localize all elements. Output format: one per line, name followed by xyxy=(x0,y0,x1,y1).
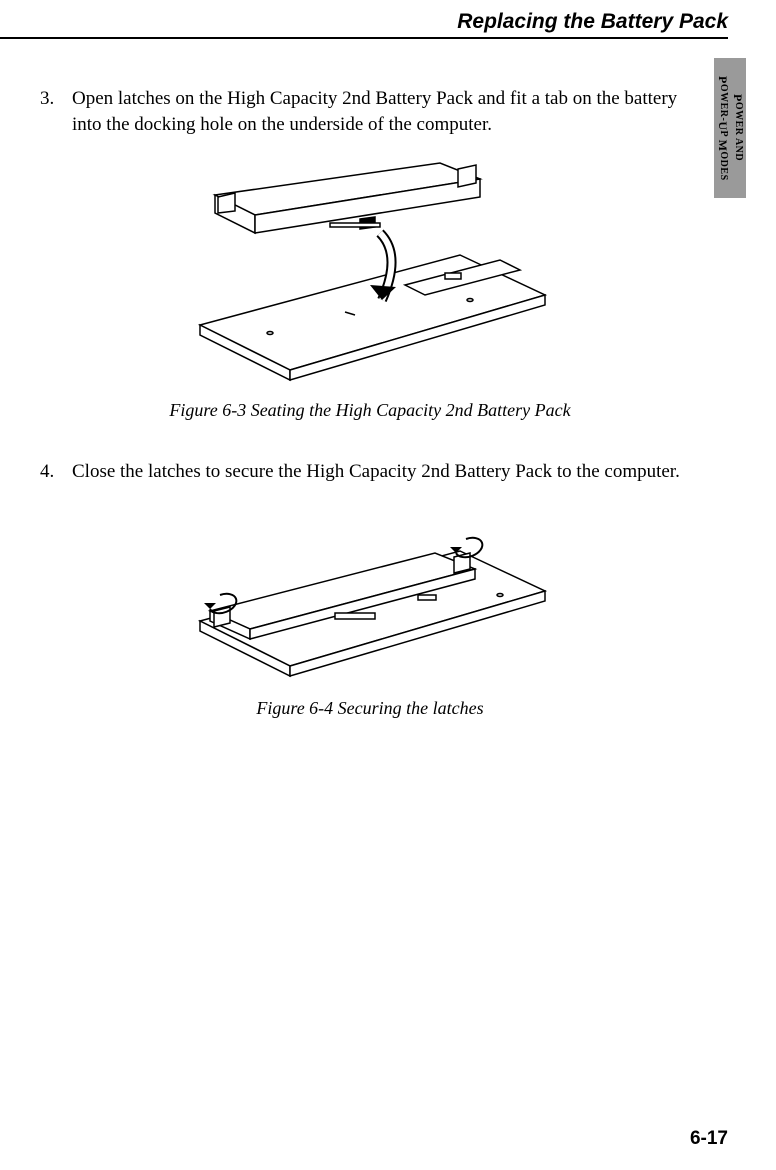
page-number: 6-17 xyxy=(690,1128,728,1150)
figure-6-3: Figure 6-3 Seating the High Capacity 2nd… xyxy=(40,155,700,439)
side-l1-rest: OWER AND xyxy=(733,102,744,161)
step-text: Open latches on the High Capacity 2nd Ba… xyxy=(72,86,700,137)
figure-6-3-illustration xyxy=(180,155,560,390)
figure-6-4-illustration xyxy=(180,503,560,688)
side-l2-cap1: P xyxy=(716,76,730,84)
side-l2-rest1: OWER- xyxy=(718,84,729,122)
step-3: 3. Open latches on the High Capacity 2nd… xyxy=(40,86,700,137)
figure-6-3-caption: Figure 6-3 Seating the High Capacity 2nd… xyxy=(169,400,570,421)
figure-6-4: Figure 6-4 Securing the latches xyxy=(40,503,700,737)
header-title: Replacing the Battery Pack xyxy=(457,10,728,33)
step-number: 3. xyxy=(40,86,72,137)
side-l2-rest2: P xyxy=(718,130,729,139)
side-tab: POWER AND POWER-UP MODES xyxy=(714,58,746,198)
step-number: 4. xyxy=(40,459,72,485)
content-area: 3. Open latches on the High Capacity 2nd… xyxy=(40,86,700,757)
figure-6-4-caption: Figure 6-4 Securing the latches xyxy=(256,698,483,719)
side-l2-rest3: ODES xyxy=(718,151,729,180)
side-tab-text: POWER AND POWER-UP MODES xyxy=(715,76,745,181)
step-4: 4. Close the latches to secure the High … xyxy=(40,459,700,485)
side-l2-cap3: M xyxy=(716,139,730,151)
side-l2-cap2: U xyxy=(716,121,730,130)
step-text: Close the latches to secure the High Cap… xyxy=(72,459,700,485)
page-header: Replacing the Battery Pack xyxy=(0,10,728,39)
